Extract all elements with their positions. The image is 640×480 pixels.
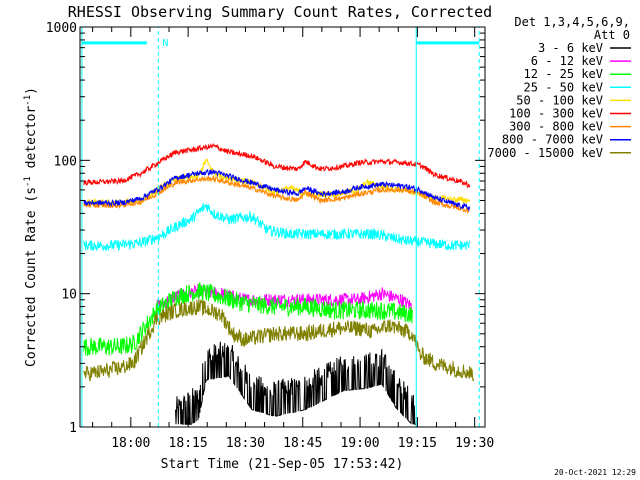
y-axis-ticks: 1 10 100 1000 <box>46 21 485 436</box>
y-axis-label-main: Corrected Count Rate (s <box>24 187 39 367</box>
legend-entry: 300 - 800 keV <box>509 120 631 134</box>
x-axis-label: Start Time (21-Sep-05 17:53:42) <box>161 457 404 472</box>
series-line-3 <box>83 202 470 252</box>
series-line-6 <box>83 174 470 215</box>
legend-entry-label: 7000 - 15000 keV <box>487 146 603 160</box>
legend-entry-label: 800 - 7000 keV <box>502 133 603 147</box>
footer-date: 20-Oct-2021 12:29 <box>554 468 636 477</box>
series-line-5 <box>83 142 471 189</box>
x-tick-label-2: 18:30 <box>226 436 265 451</box>
x-tick-label-3: 18:45 <box>283 436 322 451</box>
y-axis-label-sup1: -1 <box>23 176 33 187</box>
y-tick-label-0: 1 <box>69 421 77 436</box>
y-tick-label-3: 1000 <box>46 21 77 36</box>
x-tick-label-1: 18:15 <box>169 436 208 451</box>
chart-title: RHESSI Observing Summary Count Rates, Co… <box>68 3 492 21</box>
legend-entry-label: 3 - 6 keV <box>538 41 603 55</box>
legend-entry: 12 - 25 keV <box>524 67 631 81</box>
legend-entry-label: 100 - 300 keV <box>509 107 603 121</box>
x-tick-label-6: 19:30 <box>455 436 494 451</box>
y-tick-label-2: 100 <box>54 154 77 169</box>
legend-entry: 7000 - 15000 keV <box>487 146 631 160</box>
legend-entry: 50 - 100 keV <box>516 93 631 107</box>
plot-frame <box>79 26 486 428</box>
y-tick-label-1: 10 <box>61 288 77 303</box>
series-line-7 <box>83 168 471 212</box>
legend-header-line-1: Det 1,3,4,5,6,9, <box>514 15 630 29</box>
x-axis-ticks: 18:00 18:15 18:30 18:45 19:00 19:15 19:30 <box>92 27 494 451</box>
legend-entry: 3 - 6 keV <box>538 41 631 55</box>
observation-overlays: N <box>81 27 480 427</box>
legend-entry: 800 - 7000 keV <box>502 133 631 147</box>
legend-entry-label: 50 - 100 keV <box>516 93 603 107</box>
series-line-2 <box>83 282 413 357</box>
legend-entry-label: 12 - 25 keV <box>524 67 603 81</box>
y-axis-label-sup2: -1 <box>23 95 33 106</box>
legend-entry: 25 - 50 keV <box>524 80 631 94</box>
legend-entry-label: 25 - 50 keV <box>524 80 603 94</box>
x-tick-label-5: 19:15 <box>398 436 437 451</box>
x-tick-label-4: 19:00 <box>340 436 379 451</box>
series-lines <box>83 142 474 425</box>
series-line-8 <box>83 299 474 382</box>
y-axis-label: Corrected Count Rate (s-1 detector-1) <box>23 87 39 367</box>
legend-entry-label: 300 - 800 keV <box>509 120 603 134</box>
legend-entry-label: 6 - 12 keV <box>531 54 603 68</box>
legend-entry: 100 - 300 keV <box>509 107 631 121</box>
legend-header-line-2: Att 0 <box>594 28 630 42</box>
y-axis-label-end: ) <box>24 87 39 95</box>
series-line-0 <box>175 341 417 425</box>
legend-entry: 6 - 12 keV <box>531 54 631 68</box>
attenuator-marker-label: N <box>162 38 168 49</box>
y-axis-label-mid: detector <box>24 106 39 177</box>
x-tick-label-0: 18:00 <box>111 436 150 451</box>
